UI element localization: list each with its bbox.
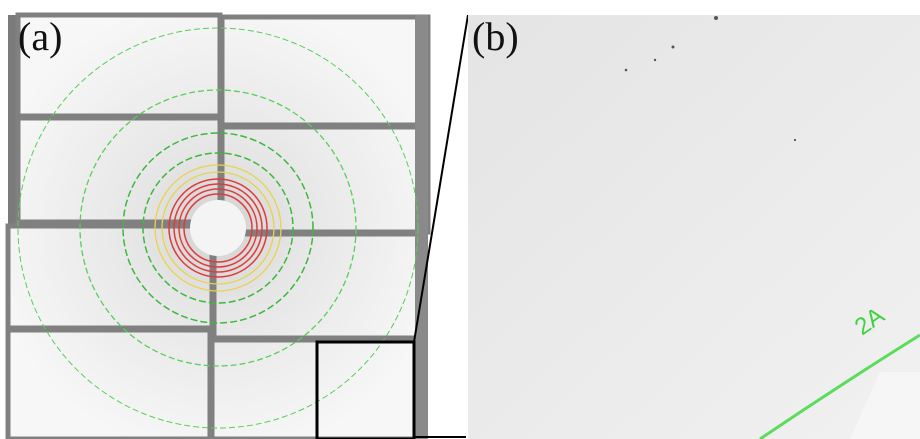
panel-b: 2A (b) bbox=[468, 14, 920, 439]
spot bbox=[625, 69, 628, 72]
panel-a: (a) bbox=[8, 14, 428, 439]
spot bbox=[672, 46, 675, 49]
panel-label: (b) bbox=[472, 14, 519, 59]
beamstop bbox=[190, 200, 246, 256]
zoomed-image bbox=[468, 15, 920, 439]
spot bbox=[714, 16, 718, 20]
spot bbox=[654, 59, 656, 61]
spot bbox=[794, 139, 796, 141]
gap bbox=[415, 15, 428, 439]
figure: (a) 2A (b) bbox=[0, 0, 920, 439]
panel-label: (a) bbox=[18, 14, 62, 59]
